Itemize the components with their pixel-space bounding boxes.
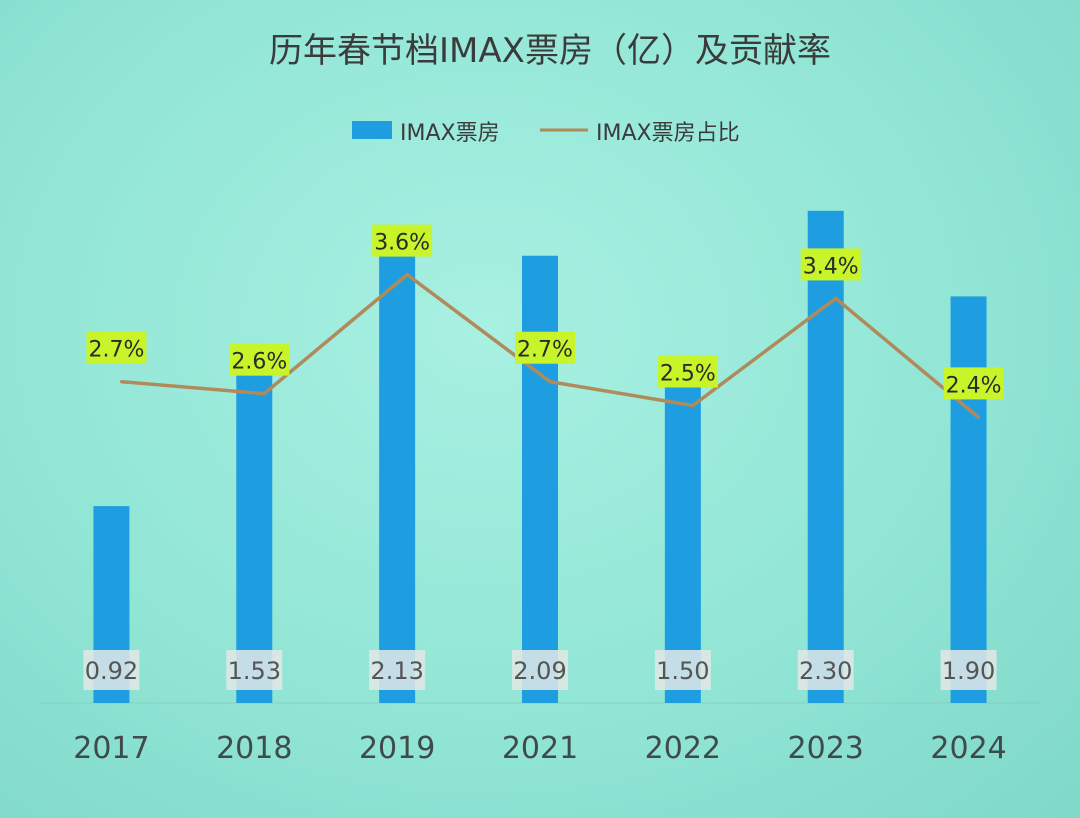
line-point-2022: [691, 404, 695, 407]
pct-text: 3.4%: [803, 254, 859, 279]
pct-label-2017: 2.7%: [86, 331, 147, 364]
legend: IMAX票房 IMAX票房占比: [352, 121, 740, 146]
bar-value-box: [797, 650, 854, 690]
pct-text: 2.7%: [517, 338, 573, 363]
pct-highlight-box: [800, 248, 861, 281]
chart-title: 历年春节档IMAX票房（亿）及贡献率: [269, 31, 831, 71]
bar-2022: [664, 382, 701, 703]
bar-value-label-2019: 2.13: [369, 650, 426, 690]
x-tick-2023: 2023: [788, 731, 864, 766]
pct-highlight-box: [372, 224, 433, 257]
bar-value-text: 1.90: [942, 657, 995, 685]
bar-value-box: [369, 650, 426, 690]
pct-highlight-box: [657, 355, 718, 388]
bar-value-box: [654, 650, 711, 690]
bar-value-label-2024: 1.90: [940, 650, 997, 690]
line-point-2021: [548, 380, 552, 384]
line-point-2024: [977, 415, 981, 419]
bar-value-box: [512, 650, 568, 690]
bar-value-text: 2.30: [799, 657, 852, 685]
pct-label-2023: 3.4%: [800, 248, 861, 281]
bar-value-label-2023: 2.30: [797, 650, 854, 690]
bar-value-label-2022: 1.50: [654, 650, 711, 690]
pct-highlight-box: [515, 331, 575, 364]
x-tick-2021: 2021: [502, 731, 578, 766]
bar-value-text: 1.50: [656, 657, 709, 685]
pct-text: 2.4%: [946, 373, 1002, 398]
pct-label-2021: 2.7%: [515, 331, 575, 364]
pct-label-2024: 2.4%: [943, 367, 1004, 400]
bar-value-box: [940, 650, 997, 690]
pct-highlight-box: [229, 343, 290, 376]
bar-value-box: [83, 650, 140, 690]
pct-label-2022: 2.5%: [657, 355, 718, 388]
pct-label-2019: 3.6%: [372, 224, 433, 257]
bar-2024: [950, 296, 987, 703]
x-tick-2024: 2024: [930, 731, 1006, 766]
x-tick-2019: 2019: [359, 731, 435, 766]
bar-2023: [807, 210, 844, 704]
bar-value-text: 1.53: [228, 657, 281, 685]
pct-labels-layer: 2.7% 2.6% 3.6% 2.7% 2.5% 3.4% 2.4%: [86, 224, 1004, 400]
bar-2018: [236, 375, 273, 703]
value-labels-layer: 0.92 1.53 2.13 2.09 1.50 2.30 1.90: [83, 650, 997, 690]
bar-value-label-2017: 0.92: [83, 650, 140, 690]
pct-text: 2.7%: [88, 338, 144, 363]
x-tick-2022: 2022: [645, 731, 721, 766]
bar-value-text: 0.92: [85, 657, 138, 685]
bars-layer: [93, 210, 987, 704]
line-point-2018: [262, 392, 266, 396]
legend-swatch-bar: [352, 121, 392, 139]
bar-value-text: 2.13: [370, 657, 423, 685]
line-point-2023: [834, 296, 838, 300]
bar-2019: [379, 247, 416, 703]
pct-label-2018: 2.6%: [229, 343, 290, 376]
pct-text: 2.5%: [660, 362, 716, 387]
legend-label-line: IMAX票房占比: [596, 121, 740, 146]
bar-value-label-2021: 2.09: [512, 650, 568, 690]
bar-value-text: 2.09: [513, 657, 566, 685]
pct-text: 3.6%: [374, 231, 430, 256]
x-ticks-layer: 2017 2018 2019 2021 2022 2023 2024: [73, 731, 1007, 766]
pct-text: 2.6%: [231, 350, 287, 375]
bar-value-label-2018: 1.53: [226, 650, 283, 690]
x-tick-2018: 2018: [216, 731, 292, 766]
line-point-2019: [405, 273, 409, 277]
bar-value-box: [226, 650, 283, 690]
bar-2021: [522, 255, 558, 704]
x-tick-2017: 2017: [73, 731, 149, 766]
legend-label-bar: IMAX票房: [400, 121, 500, 146]
pct-highlight-box: [943, 367, 1004, 400]
pct-highlight-box: [86, 331, 147, 364]
line-point-2017: [119, 380, 123, 384]
line-layer: [119, 272, 981, 419]
